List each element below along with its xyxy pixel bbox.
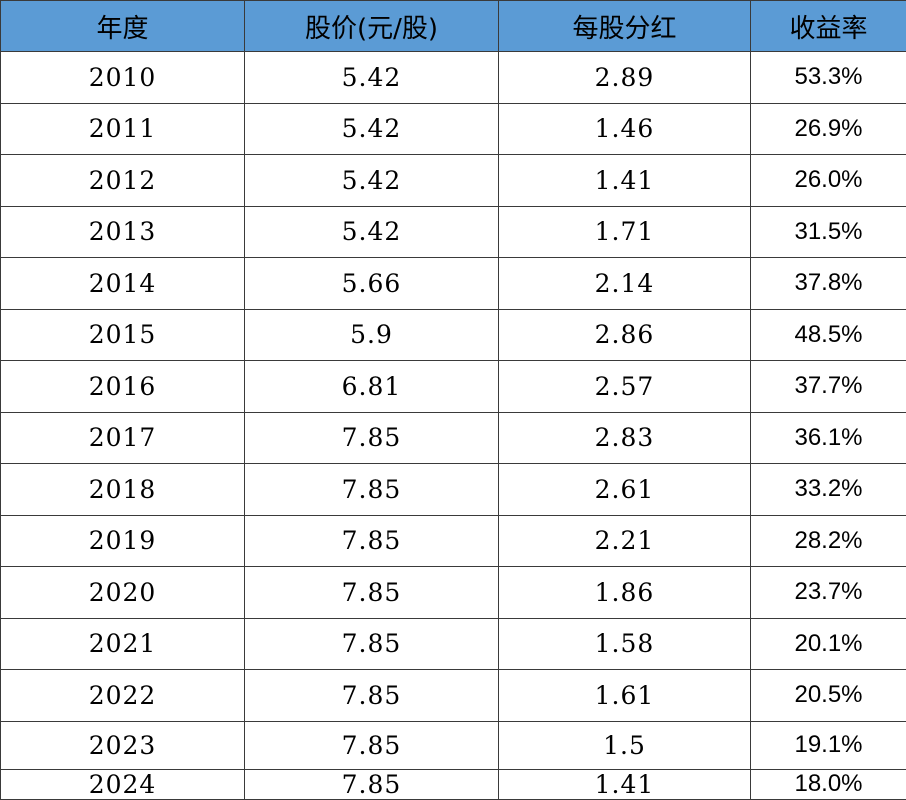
header-price: 股价(元/股) <box>245 1 499 52</box>
cell-year: 2011 <box>1 103 245 155</box>
cell-year: 2019 <box>1 515 245 567</box>
cell-dividend: 1.46 <box>499 103 751 155</box>
cell-price: 5.42 <box>245 155 499 207</box>
cell-dividend: 2.21 <box>499 515 751 567</box>
table-row: 2016 6.81 2.57 37.7% <box>1 361 906 413</box>
table-row: 2018 7.85 2.61 33.2% <box>1 464 906 516</box>
cell-dividend: 2.83 <box>499 412 751 464</box>
cell-year: 2015 <box>1 309 245 361</box>
cell-yield: 37.8% <box>751 258 906 310</box>
header-year: 年度 <box>1 1 245 52</box>
table-row: 2019 7.85 2.21 28.2% <box>1 515 906 567</box>
cell-price: 7.85 <box>245 769 499 799</box>
cell-yield: 36.1% <box>751 412 906 464</box>
cell-year: 2016 <box>1 361 245 413</box>
table-row: 2022 7.85 1.61 20.5% <box>1 670 906 722</box>
table-row: 2012 5.42 1.41 26.0% <box>1 155 906 207</box>
cell-yield: 48.5% <box>751 309 906 361</box>
cell-dividend: 2.57 <box>499 361 751 413</box>
cell-dividend: 1.86 <box>499 567 751 619</box>
cell-year: 2017 <box>1 412 245 464</box>
cell-price: 5.42 <box>245 103 499 155</box>
cell-year: 2023 <box>1 721 245 769</box>
table-row: 2017 7.85 2.83 36.1% <box>1 412 906 464</box>
table-row: 2010 5.42 2.89 53.3% <box>1 52 906 104</box>
cell-yield: 23.7% <box>751 567 906 619</box>
cell-year: 2022 <box>1 670 245 722</box>
cell-dividend: 2.14 <box>499 258 751 310</box>
header-dividend: 每股分红 <box>499 1 751 52</box>
cell-yield: 28.2% <box>751 515 906 567</box>
table-row: 2013 5.42 1.71 31.5% <box>1 206 906 258</box>
cell-year: 2021 <box>1 618 245 670</box>
cell-price: 7.85 <box>245 567 499 619</box>
cell-year: 2012 <box>1 155 245 207</box>
table-row: 2021 7.85 1.58 20.1% <box>1 618 906 670</box>
cell-yield: 20.5% <box>751 670 906 722</box>
cell-price: 5.42 <box>245 52 499 104</box>
header-row: 年度 股价(元/股) 每股分红 收益率 <box>1 1 906 52</box>
cell-dividend: 1.41 <box>499 769 751 799</box>
cell-year: 2010 <box>1 52 245 104</box>
cell-price: 5.66 <box>245 258 499 310</box>
cell-price: 6.81 <box>245 361 499 413</box>
cell-yield: 18.0% <box>751 769 906 799</box>
cell-dividend: 1.41 <box>499 155 751 207</box>
cell-price: 7.85 <box>245 618 499 670</box>
cell-dividend: 1.5 <box>499 721 751 769</box>
cell-price: 5.9 <box>245 309 499 361</box>
table-row: 2023 7.85 1.5 19.1% <box>1 721 906 769</box>
cell-dividend: 1.58 <box>499 618 751 670</box>
cell-yield: 53.3% <box>751 52 906 104</box>
cell-yield: 31.5% <box>751 206 906 258</box>
table-row: 2024 7.85 1.41 18.0% <box>1 769 906 799</box>
cell-yield: 19.1% <box>751 721 906 769</box>
cell-dividend: 2.89 <box>499 52 751 104</box>
cell-price: 7.85 <box>245 464 499 516</box>
cell-year: 2024 <box>1 769 245 799</box>
cell-year: 2020 <box>1 567 245 619</box>
cell-year: 2014 <box>1 258 245 310</box>
table-header: 年度 股价(元/股) 每股分红 收益率 <box>1 1 906 52</box>
header-yield: 收益率 <box>751 1 906 52</box>
cell-dividend: 1.61 <box>499 670 751 722</box>
cell-yield: 33.2% <box>751 464 906 516</box>
cell-yield: 26.0% <box>751 155 906 207</box>
cell-yield: 37.7% <box>751 361 906 413</box>
cell-dividend: 2.61 <box>499 464 751 516</box>
table-row: 2015 5.9 2.86 48.5% <box>1 309 906 361</box>
cell-dividend: 2.86 <box>499 309 751 361</box>
cell-year: 2018 <box>1 464 245 516</box>
cell-price: 7.85 <box>245 515 499 567</box>
cell-price: 7.85 <box>245 670 499 722</box>
cell-dividend: 1.71 <box>499 206 751 258</box>
cell-yield: 26.9% <box>751 103 906 155</box>
cell-price: 5.42 <box>245 206 499 258</box>
cell-price: 7.85 <box>245 721 499 769</box>
table-row: 2011 5.42 1.46 26.9% <box>1 103 906 155</box>
cell-year: 2013 <box>1 206 245 258</box>
table-row: 2020 7.85 1.86 23.7% <box>1 567 906 619</box>
cell-price: 7.85 <box>245 412 499 464</box>
table-row: 2014 5.66 2.14 37.8% <box>1 258 906 310</box>
cell-yield: 20.1% <box>751 618 906 670</box>
table-body: 2010 5.42 2.89 53.3% 2011 5.42 1.46 26.9… <box>1 52 906 800</box>
